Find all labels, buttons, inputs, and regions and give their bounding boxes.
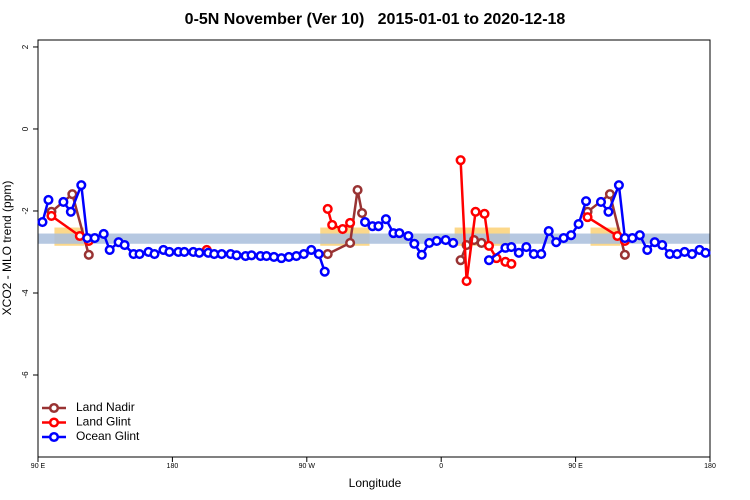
data-point <box>380 214 391 225</box>
data-point <box>298 248 309 260</box>
data-point <box>216 248 227 260</box>
data-point <box>319 266 330 277</box>
x-tick-label: 90 W <box>299 463 316 470</box>
data-point <box>595 196 607 208</box>
data-point <box>89 232 100 244</box>
data-point <box>536 248 547 260</box>
legend-marker <box>48 431 60 443</box>
data-point <box>521 242 532 253</box>
x-tick-label: 180 <box>167 463 179 470</box>
data-point <box>65 206 76 217</box>
data-point <box>543 226 554 237</box>
data-point <box>455 255 466 266</box>
data-point <box>359 217 371 228</box>
data-point <box>566 230 577 241</box>
y-tick-label: 2 <box>21 44 30 49</box>
data-point <box>582 212 593 223</box>
data-point <box>246 250 257 261</box>
y-tick-label: -6 <box>21 371 30 379</box>
data-point <box>306 244 317 255</box>
data-point <box>479 208 490 219</box>
legend-label: Land Nadir <box>76 400 135 414</box>
x-tick-label: 180 <box>704 463 716 470</box>
data-point <box>119 239 130 251</box>
data-point <box>403 230 414 242</box>
legend-label: Land Glint <box>76 415 131 429</box>
legend-marker <box>48 402 60 414</box>
data-point <box>357 207 368 219</box>
data-point <box>409 238 420 249</box>
data-point <box>164 246 175 258</box>
y-axis-label: XCO2 - MLO trend (ppm) <box>0 181 14 316</box>
data-point <box>573 219 584 230</box>
data-point <box>416 249 427 260</box>
data-point <box>634 230 645 241</box>
data-point <box>603 206 614 217</box>
data-point <box>337 223 348 235</box>
plot-frame <box>37 39 711 458</box>
data-point <box>506 258 517 269</box>
y-tick-label: -2 <box>21 207 30 215</box>
data-point <box>581 196 592 207</box>
data-point <box>470 206 481 217</box>
data-point <box>322 203 333 214</box>
data-point <box>455 155 466 166</box>
data-point <box>322 248 333 260</box>
legend-marker <box>48 417 60 428</box>
y-tick-label: 0 <box>21 126 30 131</box>
data-point <box>46 210 57 221</box>
data-point <box>98 228 109 239</box>
y-tick-label: -4 <box>21 289 30 297</box>
data-point <box>483 255 495 266</box>
x-tick-label: 0 <box>439 463 443 470</box>
data-point <box>194 247 205 258</box>
data-point <box>619 249 630 260</box>
data-point <box>37 217 48 228</box>
data-point <box>179 246 190 258</box>
legend-label: Ocean Glint <box>76 429 140 443</box>
data-point <box>67 189 78 200</box>
data-point <box>604 189 615 200</box>
data-point <box>327 219 338 230</box>
data-point <box>394 228 405 239</box>
data-point <box>231 250 242 261</box>
data-point <box>642 244 653 255</box>
data-point <box>149 248 160 260</box>
data-point <box>513 247 524 258</box>
data-point <box>345 217 356 228</box>
data-point <box>483 240 495 251</box>
data-point <box>134 248 145 260</box>
data-point <box>58 196 69 208</box>
data-point <box>687 248 698 260</box>
data-point <box>345 237 356 249</box>
x-tick-label: 90 E <box>31 463 46 470</box>
data-point <box>313 248 324 260</box>
data-point <box>373 221 384 232</box>
data-point <box>700 247 711 258</box>
series-line <box>50 160 626 282</box>
data-point <box>551 237 562 248</box>
data-point <box>657 239 668 251</box>
chart-title: 0-5N November (Ver 10) 2015-01-01 to 202… <box>185 11 566 28</box>
data-point <box>613 180 624 191</box>
data-point <box>431 235 442 246</box>
data-point <box>448 237 459 249</box>
data-point <box>461 276 472 287</box>
x-tick-label: 90 E <box>568 463 583 470</box>
data-point <box>506 242 517 253</box>
data-point <box>43 194 54 205</box>
reference-band <box>38 233 710 244</box>
data-point <box>76 180 87 191</box>
data-point <box>83 249 94 260</box>
x-axis-label: Longitude <box>349 476 402 490</box>
data-point <box>352 185 363 196</box>
data-point <box>104 244 115 255</box>
